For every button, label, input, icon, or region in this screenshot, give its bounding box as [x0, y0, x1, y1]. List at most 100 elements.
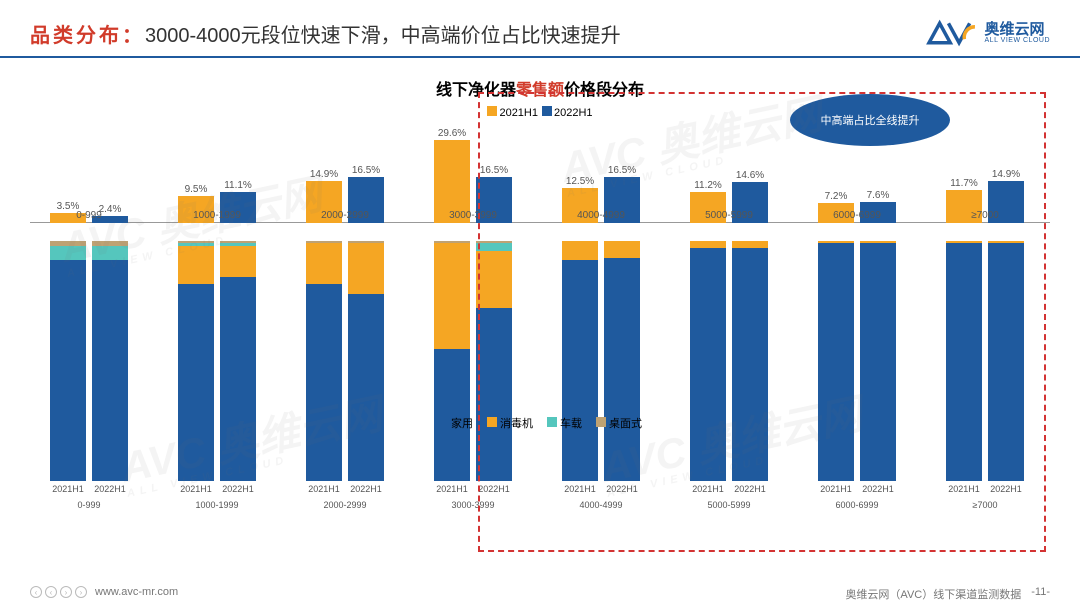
- stack-sublabel: 2022H1: [478, 484, 510, 494]
- upper-category-label: 0-999: [30, 210, 148, 221]
- header: 品类分布： 3000-4000元段位快速下滑，中高端价位占比快速提升 奥维云网 …: [0, 0, 1080, 58]
- stack-sublabel: 2021H1: [820, 484, 852, 494]
- stack-category-label: ≥7000: [946, 500, 1024, 510]
- stack-sublabel: 2021H1: [308, 484, 340, 494]
- legend-lower: 家用消毒机车载桌面式: [30, 415, 1050, 431]
- stacked-bar: [988, 241, 1024, 481]
- legend-item: 2022H1: [542, 106, 593, 119]
- nav-first-icon[interactable]: ‹: [30, 586, 42, 598]
- footer-source: 奥维云网（AVC）线下渠道监测数据: [845, 586, 1021, 602]
- stacked-bar: [50, 241, 86, 481]
- bar-segment: [220, 246, 256, 277]
- chart-area: 3.5%2.4%0-9999.5%11.1%1000-199914.9%16.5…: [30, 123, 1050, 543]
- bar-segment: [178, 246, 214, 284]
- chart-title: 线下净化器零售额价格段分布: [0, 76, 1080, 100]
- bar-segment: [50, 260, 86, 481]
- stack-sublabel: 2022H1: [94, 484, 126, 494]
- nav-last-icon[interactable]: ›: [75, 586, 87, 598]
- legend-item: 2021H1: [487, 106, 538, 119]
- stacked-bar-col: 2021H10-999: [50, 241, 86, 494]
- stacked-bar-col: 2021H1≥7000: [946, 241, 982, 494]
- footer: ‹ ‹ › › www.avc-mr.com 奥维云网（AVC）线下渠道监测数据…: [30, 586, 1050, 602]
- bar-value-label: 7.2%: [825, 191, 848, 202]
- bar-segment: [690, 241, 726, 248]
- bar-value-label: 14.6%: [736, 170, 764, 181]
- bar-value-label: 16.5%: [480, 165, 508, 176]
- bar-value-label: 16.5%: [352, 165, 380, 176]
- avc-logo-icon: [925, 18, 979, 48]
- stacked-bar-col: 2022H1: [92, 241, 128, 494]
- upper-category-label: 1000-1999: [158, 210, 276, 221]
- stack-sublabel: 2022H1: [990, 484, 1022, 494]
- stack-sublabel: 2022H1: [862, 484, 894, 494]
- legend-item: 车载: [547, 415, 582, 431]
- bar-segment: [946, 243, 982, 481]
- upper-category-label: 3000-3999: [414, 210, 532, 221]
- bar-value-label: 7.6%: [867, 190, 890, 201]
- bar-segment: [988, 243, 1024, 481]
- stack-category-label: 2000-2999: [306, 500, 384, 510]
- bar-segment: [860, 243, 896, 481]
- stacked-bar-col: 2021H12000-2999: [306, 241, 342, 494]
- stacked-bar-col: 2022H1: [348, 241, 384, 494]
- chart-title-highlight: 零售额: [516, 82, 564, 99]
- stacked-bar: [690, 241, 726, 481]
- bar-segment: [348, 294, 384, 481]
- bar-segment: [562, 241, 598, 260]
- stacked-bar: [476, 241, 512, 481]
- stack-category-label: 5000-5999: [690, 500, 768, 510]
- bar-segment: [220, 277, 256, 481]
- stacked-bar: [92, 241, 128, 481]
- stack-sublabel: 2021H1: [436, 484, 468, 494]
- bar-segment: [604, 241, 640, 258]
- stacked-bar: [946, 241, 982, 481]
- stack-sublabel: 2022H1: [350, 484, 382, 494]
- bar-segment: [476, 243, 512, 250]
- stacked-bar-col: 2022H1: [860, 241, 896, 494]
- stack-category-label: 6000-6999: [818, 500, 896, 510]
- stacked-bar: [818, 241, 854, 481]
- stacked-bar-col: 2021H14000-4999: [562, 241, 598, 494]
- upper-category-label: 5000-5999: [670, 210, 788, 221]
- bar-value-label: 11.2%: [694, 180, 722, 191]
- logo: 奥维云网 ALL VIEW CLOUD: [925, 18, 1050, 48]
- stacked-bar: [306, 241, 342, 481]
- stacked-bar: [220, 241, 256, 481]
- stack-sublabel: 2021H1: [692, 484, 724, 494]
- nav-next-icon[interactable]: ›: [60, 586, 72, 598]
- bar-value-label: 29.6%: [438, 128, 466, 139]
- stack-sublabel: 2021H1: [52, 484, 84, 494]
- bar-segment: [92, 246, 128, 260]
- stacked-bar-col: 2022H1: [604, 241, 640, 494]
- nav-circles[interactable]: ‹ ‹ › ›: [30, 586, 87, 602]
- nav-prev-icon[interactable]: ‹: [45, 586, 57, 598]
- upper-category-label: 2000-2999: [286, 210, 404, 221]
- footer-page: -11-: [1031, 586, 1050, 602]
- stacked-bar: [604, 241, 640, 481]
- upper-category-label: 4000-4999: [542, 210, 660, 221]
- stacked-bar: [178, 241, 214, 481]
- stacked-bar: [434, 241, 470, 481]
- stack-sublabel: 2022H1: [222, 484, 254, 494]
- upper-category-label: 6000-6999: [798, 210, 916, 221]
- stacked-bar: [562, 241, 598, 481]
- bar-value-label: 11.7%: [950, 178, 978, 189]
- stack-category-label: 0-999: [50, 500, 128, 510]
- stack-category-label: 1000-1999: [178, 500, 256, 510]
- bar-segment: [562, 260, 598, 481]
- bar-segment: [348, 243, 384, 293]
- stack-sublabel: 2022H1: [734, 484, 766, 494]
- bar-segment: [690, 248, 726, 481]
- bar-value-label: 12.5%: [566, 176, 594, 187]
- stacked-bar-col: 2022H1: [988, 241, 1024, 494]
- bar-segment: [476, 308, 512, 481]
- upper-chart: 3.5%2.4%0-9999.5%11.1%1000-199914.9%16.5…: [30, 123, 1050, 223]
- bar-value-label: 9.5%: [185, 184, 208, 195]
- bar-segment: [306, 243, 342, 284]
- stacked-bar-col: 2021H11000-1999: [178, 241, 214, 494]
- stack-sublabel: 2021H1: [948, 484, 980, 494]
- bar-value-label: 16.5%: [608, 165, 636, 176]
- bar-value-label: 14.9%: [310, 169, 338, 180]
- bar-value-label: 14.9%: [992, 169, 1020, 180]
- legend-item: 桌面式: [596, 415, 642, 431]
